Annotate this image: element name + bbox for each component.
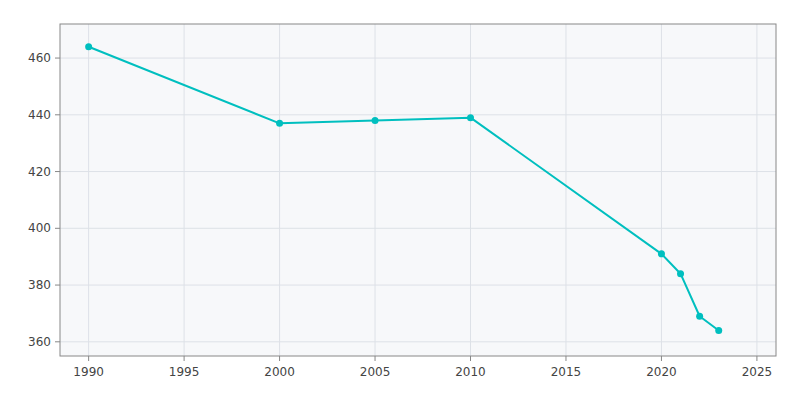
x-tick-mark [375, 356, 376, 361]
y-grid-line [60, 285, 776, 286]
point-marker [85, 43, 92, 50]
chart-container: 1990 1995 2000 2005 2010 2015 2020 2025 360 380 40… [0, 0, 800, 400]
point-marker [276, 120, 283, 127]
grid [60, 24, 776, 356]
x-tick-label: 2010 [455, 365, 486, 379]
y-grid-line [60, 341, 776, 342]
y-tick-mark [55, 58, 60, 59]
point-marker [696, 313, 703, 320]
y-tick-label: 440 [28, 108, 51, 122]
point-marker [715, 327, 722, 334]
y-tick-mark [55, 228, 60, 229]
y-grid-line [60, 171, 776, 172]
data-layer [85, 43, 722, 334]
x-tick-label: 1995 [169, 365, 200, 379]
x-tick-label: 2020 [646, 365, 677, 379]
x-grid-line [661, 24, 662, 356]
x-grid-line [279, 24, 280, 356]
y-grid-line [60, 114, 776, 115]
x-grid-line [88, 24, 89, 356]
x-tick-mark [565, 356, 566, 361]
x-tick-mark [470, 356, 471, 361]
point-marker [467, 114, 474, 121]
y-grid-line [60, 58, 776, 59]
point-marker [658, 250, 665, 257]
series-line [89, 47, 719, 331]
x-grid-line [565, 24, 566, 356]
x-tick-label: 1990 [73, 365, 104, 379]
x-grid-line [375, 24, 376, 356]
x-tick-mark [88, 356, 89, 361]
x-tick-mark [756, 356, 757, 361]
point-marker [677, 270, 684, 277]
y-tick-mark [55, 114, 60, 115]
x-tick-label: 2005 [360, 365, 391, 379]
y-tick-mark [55, 285, 60, 286]
x-tick-mark [279, 356, 280, 361]
plot-background [60, 24, 776, 356]
x-tick-mark [184, 356, 185, 361]
x-tick-label: 2015 [551, 365, 582, 379]
y-tick-label: 360 [28, 335, 51, 349]
x-tick-mark [661, 356, 662, 361]
point-marker [372, 117, 379, 124]
x-grid-line [470, 24, 471, 356]
plot-frame [60, 24, 776, 356]
y-grid-line [60, 228, 776, 229]
y-tick-label: 400 [28, 221, 51, 235]
chart-svg: 1990 1995 2000 2005 2010 2015 2020 2025 360 380 40… [0, 0, 800, 400]
y-tick-label: 420 [28, 165, 51, 179]
axes: 1990 1995 2000 2005 2010 2015 2020 2025 360 380 40… [28, 24, 776, 379]
y-tick-label: 380 [28, 278, 51, 292]
x-grid-line [184, 24, 185, 356]
x-tick-label: 2000 [264, 365, 295, 379]
y-tick-mark [55, 171, 60, 172]
x-grid-line [756, 24, 757, 356]
y-tick-mark [55, 341, 60, 342]
y-tick-label: 460 [28, 51, 51, 65]
x-tick-label: 2025 [742, 365, 773, 379]
